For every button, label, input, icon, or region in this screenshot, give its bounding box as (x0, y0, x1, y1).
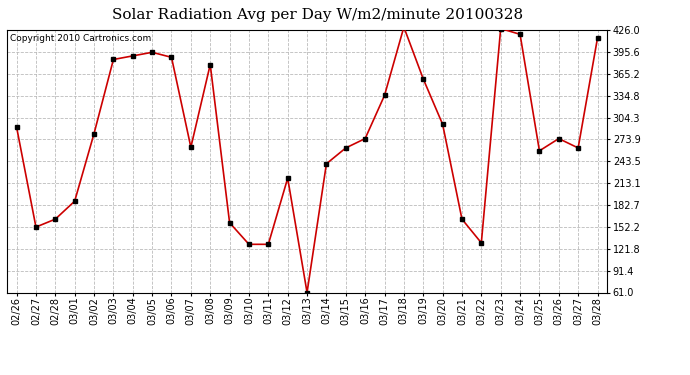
Text: Solar Radiation Avg per Day W/m2/minute 20100328: Solar Radiation Avg per Day W/m2/minute … (112, 8, 523, 21)
Text: Copyright 2010 Cartronics.com: Copyright 2010 Cartronics.com (10, 34, 151, 43)
